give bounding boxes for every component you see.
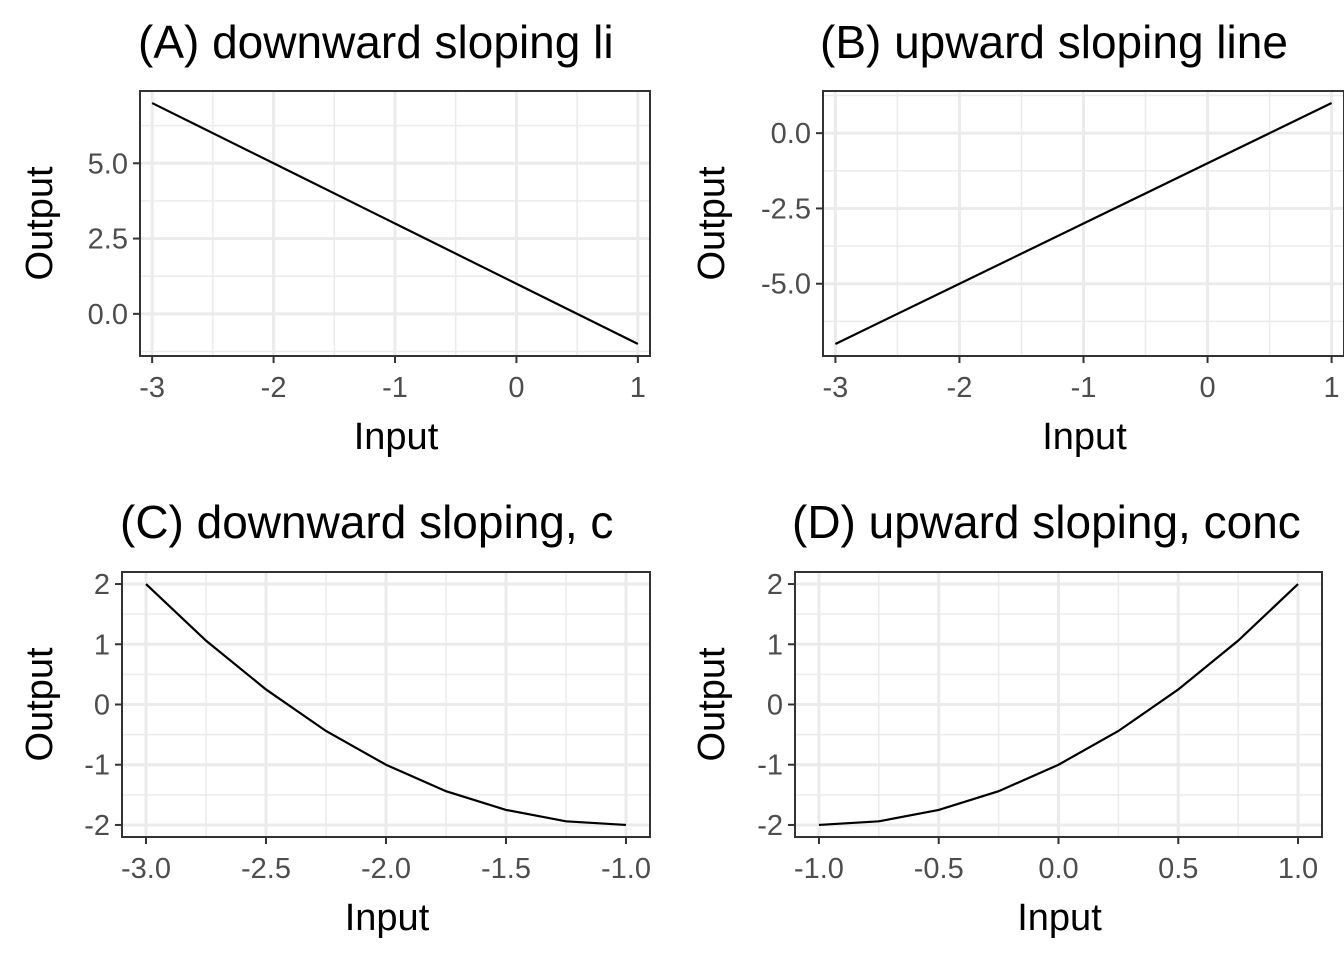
x-tick-label: -2.5 <box>241 853 291 885</box>
x-axis-title: Input <box>1017 897 1102 939</box>
y-axis-title: Output <box>19 647 61 762</box>
y-tick-label: 0 <box>767 690 783 722</box>
x-tick-label: -2.0 <box>361 853 411 885</box>
y-tick-label: -2 <box>757 810 783 842</box>
y-tick-label: 1 <box>94 629 110 661</box>
x-tick-label: -1 <box>1071 372 1097 404</box>
x-axis-title: Input <box>1042 416 1127 458</box>
y-tick-label: 2.5 <box>88 224 128 256</box>
x-tick-label: 0.0 <box>1038 853 1078 885</box>
x-tick-label: 1.0 <box>1278 853 1318 885</box>
y-tick-label: -2.5 <box>761 193 811 225</box>
x-tick-label: -1.0 <box>601 853 651 885</box>
y-tick-label: -1 <box>84 750 110 782</box>
y-tick-label: 2 <box>94 569 110 601</box>
panel-title: (A) downward sloping li <box>138 16 614 68</box>
chart-panel-3: -3.0 -2.5 -2.0 -1.5 -1.0 -2 -1 0 1 2 Input Output (C… <box>19 496 651 939</box>
x-axis-title: Input <box>354 416 439 458</box>
series-line-1 <box>834 102 1333 345</box>
series-line-1 <box>145 583 627 827</box>
y-tick-label: 2 <box>767 569 783 601</box>
y-axis-title: Output <box>19 166 61 281</box>
x-tick-label: -1.0 <box>794 853 844 885</box>
chart-panel-4: -1.0 -0.5 0.0 0.5 1.0 -2 -1 0 1 2 Input Output (D) u… <box>691 496 1323 939</box>
x-tick-label: -2 <box>261 372 287 404</box>
y-tick-label: 0 <box>94 690 110 722</box>
y-tick-label: -2 <box>84 810 110 842</box>
x-tick-label: -3 <box>823 372 849 404</box>
x-tick-label: -3 <box>139 372 165 404</box>
series-line-1 <box>818 583 1299 827</box>
y-tick-label: 0.0 <box>771 118 811 150</box>
x-tick-label: -1.5 <box>481 853 531 885</box>
y-tick-label: 5.0 <box>88 148 128 180</box>
x-tick-label: -0.5 <box>914 853 964 885</box>
panel-title: (B) upward sloping line <box>820 16 1288 68</box>
y-tick-label: 1 <box>767 629 783 661</box>
x-tick-label: 0.5 <box>1158 853 1198 885</box>
x-tick-label: -1 <box>382 372 408 404</box>
chart-panel-1: -3 -2 -1 0 1 0.0 2.5 5.0 Input Output (A) downward… <box>19 16 651 458</box>
x-tick-label: 0 <box>508 372 524 404</box>
chart-panel-2: -3 -2 -1 0 1 -5.0 -2.5 0.0 Input Output (B) upward… <box>691 16 1344 458</box>
y-axis-title: Output <box>691 647 733 762</box>
x-tick-label: -2 <box>947 372 973 404</box>
x-tick-label: 0 <box>1199 372 1215 404</box>
panel-title: (C) downward sloping, c <box>120 496 613 548</box>
series-line-1 <box>151 102 639 345</box>
x-axis-title: Input <box>345 897 430 939</box>
y-tick-label: -5.0 <box>761 269 811 301</box>
y-axis-title: Output <box>691 166 733 281</box>
panel-title: (D) upward sloping, conc <box>792 496 1301 548</box>
x-tick-label: 1 <box>1324 372 1340 404</box>
x-tick-label: -3.0 <box>121 853 171 885</box>
x-tick-label: 1 <box>630 372 646 404</box>
y-tick-label: 0.0 <box>88 299 128 331</box>
y-tick-label: -1 <box>757 750 783 782</box>
